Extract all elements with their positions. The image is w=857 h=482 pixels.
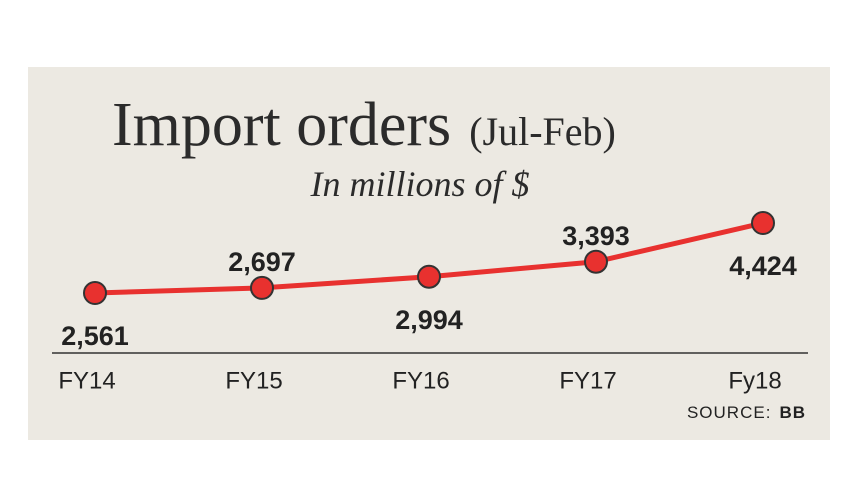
point (417, 264, 441, 289)
point (751, 211, 775, 235)
point (584, 249, 608, 274)
x-tick-label: Fy18 (728, 367, 781, 394)
chart-subtitle: In millions of $ (309, 164, 529, 204)
source-name: BB (779, 403, 806, 422)
value-label: 3,393 (562, 221, 630, 251)
x-tick-label: FY16 (392, 367, 449, 394)
x-tick-label: FY14 (58, 367, 115, 394)
source-label: SOURCE: (687, 403, 771, 422)
value-label: 4,424 (729, 251, 797, 281)
x-tick-label: FY17 (559, 367, 616, 394)
x-tick-label: FY15 (225, 367, 282, 394)
title-main: Import orders (112, 91, 451, 159)
value-label: 2,697 (228, 247, 296, 277)
point (250, 275, 274, 300)
chart-title: Import orders (Jul-Feb) (112, 91, 616, 159)
value-label: 2,561 (61, 321, 129, 351)
panel (28, 67, 830, 440)
title-note: (Jul-Feb) (469, 109, 616, 154)
source: SOURCE: BB (687, 403, 806, 422)
point (83, 281, 107, 305)
value-label: 2,994 (395, 305, 463, 335)
